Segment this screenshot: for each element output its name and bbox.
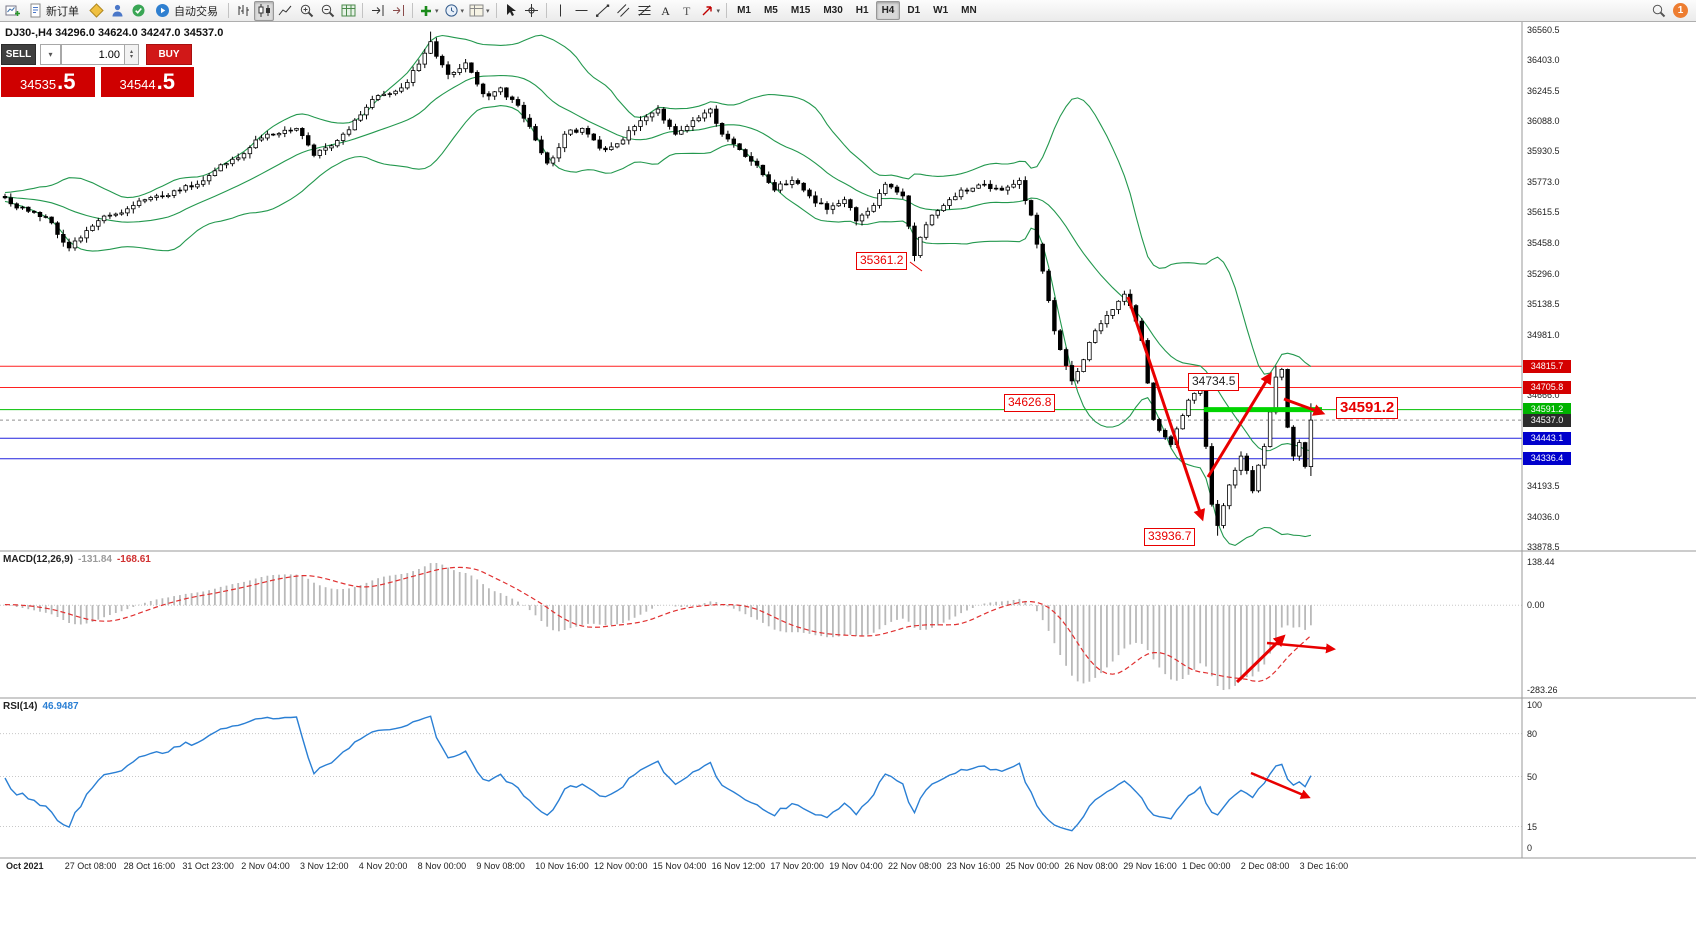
rsi-name: RSI(14) [3,701,38,712]
timeframes-group: M1 M5 M15 M30 H1 H4 D1 W1 MN [731,1,983,20]
market-watch-icon[interactable] [107,1,127,21]
buy-button[interactable]: BUY [146,44,192,65]
horizontal-line-icon[interactable] [572,1,592,21]
trade-controls-row: SELL BUY [1,44,194,65]
timeframe-h1[interactable]: H1 [855,5,869,16]
autotrade-label: 自动交易 [174,5,218,18]
channel-icon[interactable] [614,1,634,21]
timeframe-mn[interactable]: MN [961,5,977,16]
macd-value-signal: -168.61 [116,554,151,565]
candlestick-chart-icon[interactable] [254,0,274,21]
trendline-icon[interactable] [593,1,613,21]
timeframe-m5[interactable]: M5 [763,5,778,16]
timeframe-m30[interactable]: M30 [823,5,843,16]
buy-price[interactable]: 34544.5 [100,67,194,97]
sell-price-main: 34535 [19,77,57,92]
arrows-tool-icon[interactable] [698,1,723,21]
zoom-in-icon[interactable] [296,1,316,21]
add-indicator-icon[interactable] [417,1,441,21]
volume-stepper[interactable] [125,44,139,65]
periods-icon[interactable] [442,1,467,21]
macd-name: MACD(12,26,9) [3,554,74,565]
zoom-out-icon[interactable] [317,1,337,21]
crosshair-icon[interactable] [522,1,542,21]
main-toolbar: 新订单 自动交易 A T M1 M5 M15 M30 H1 H4 D1 W1 MN [0,0,1696,22]
timeframe-d1[interactable]: D1 [907,5,921,16]
new-chart-icon[interactable] [3,1,23,21]
macd-label: MACD(12,26,9) -131.84 -168.61 [3,554,151,565]
sell-price[interactable]: 34535.5 [1,67,95,97]
refresh-icon[interactable] [128,1,148,21]
rsi-label: RSI(14) 46.9487 [3,701,79,712]
cursor-icon[interactable] [501,1,521,21]
svg-text:T: T [683,4,691,18]
timeframe-w1[interactable]: W1 [933,5,949,16]
sell-price-frac: .5 [57,69,76,94]
vertical-line-icon[interactable] [551,1,571,21]
volume-input[interactable] [61,44,125,65]
sell-button[interactable]: SELL [1,44,36,65]
notification-badge[interactable]: 1 [1673,3,1688,18]
new-order-label: 新订单 [46,5,79,18]
volume-dropdown[interactable] [40,44,61,65]
symbol-ohlc-info: DJ30-,H4 34296.0 34624.0 34247.0 34537.0 [5,27,224,39]
templates-icon[interactable] [467,1,492,21]
timeframe-m1[interactable]: M1 [737,5,751,16]
text-icon[interactable]: A [656,1,676,21]
toolbar-right: 1 [1648,1,1693,21]
autotrade-button[interactable]: 自动交易 [149,1,224,21]
indicators-icon[interactable] [86,1,106,21]
bar-chart-icon[interactable] [233,1,253,21]
svg-text:A: A [661,4,670,18]
auto-scroll-icon[interactable] [367,1,387,21]
label-icon[interactable]: T [677,1,697,21]
one-click-trading-panel: SELL BUY 34535.5 34544.5 [1,44,194,97]
rsi-value: 46.9487 [42,701,79,712]
new-order-button[interactable]: 新订单 [24,1,85,21]
trade-prices-row: 34535.5 34544.5 [1,67,194,97]
line-chart-icon[interactable] [275,1,295,21]
buy-price-main: 34544 [119,77,156,92]
timeframe-h4[interactable]: H4 [875,1,901,20]
search-icon[interactable] [1648,1,1668,21]
fibonacci-icon[interactable] [635,1,655,21]
tile-windows-icon[interactable] [338,1,358,21]
timeframe-m15[interactable]: M15 [790,5,811,16]
macd-value-main: -131.84 [78,554,112,565]
buy-price-frac: .5 [156,69,175,94]
chart-shift-icon[interactable] [388,1,408,21]
